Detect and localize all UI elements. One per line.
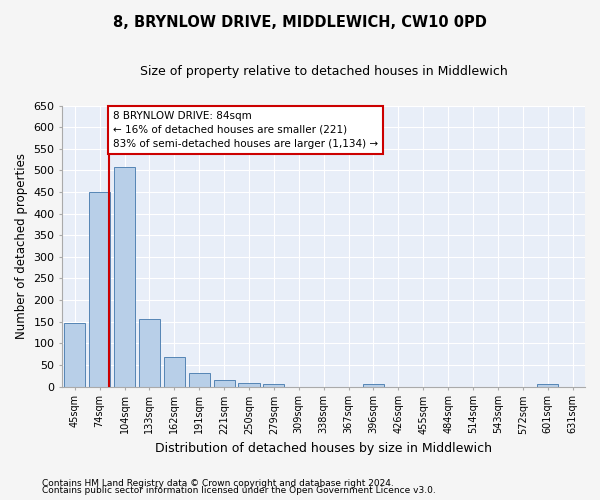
Bar bbox=[139, 318, 160, 386]
Bar bbox=[238, 382, 260, 386]
Text: Contains public sector information licensed under the Open Government Licence v3: Contains public sector information licen… bbox=[42, 486, 436, 495]
Bar bbox=[263, 384, 284, 386]
Text: Contains HM Land Registry data © Crown copyright and database right 2024.: Contains HM Land Registry data © Crown c… bbox=[42, 478, 394, 488]
Bar bbox=[214, 380, 235, 386]
Bar bbox=[164, 357, 185, 386]
Bar bbox=[188, 373, 210, 386]
Text: 8 BRYNLOW DRIVE: 84sqm
← 16% of detached houses are smaller (221)
83% of semi-de: 8 BRYNLOW DRIVE: 84sqm ← 16% of detached… bbox=[113, 110, 378, 148]
Bar bbox=[537, 384, 558, 386]
Text: 8, BRYNLOW DRIVE, MIDDLEWICH, CW10 0PD: 8, BRYNLOW DRIVE, MIDDLEWICH, CW10 0PD bbox=[113, 15, 487, 30]
Title: Size of property relative to detached houses in Middlewich: Size of property relative to detached ho… bbox=[140, 65, 508, 78]
Bar bbox=[114, 168, 135, 386]
Y-axis label: Number of detached properties: Number of detached properties bbox=[15, 153, 28, 339]
X-axis label: Distribution of detached houses by size in Middlewich: Distribution of detached houses by size … bbox=[155, 442, 492, 455]
Bar bbox=[89, 192, 110, 386]
Bar bbox=[363, 384, 384, 386]
Bar bbox=[64, 323, 85, 386]
